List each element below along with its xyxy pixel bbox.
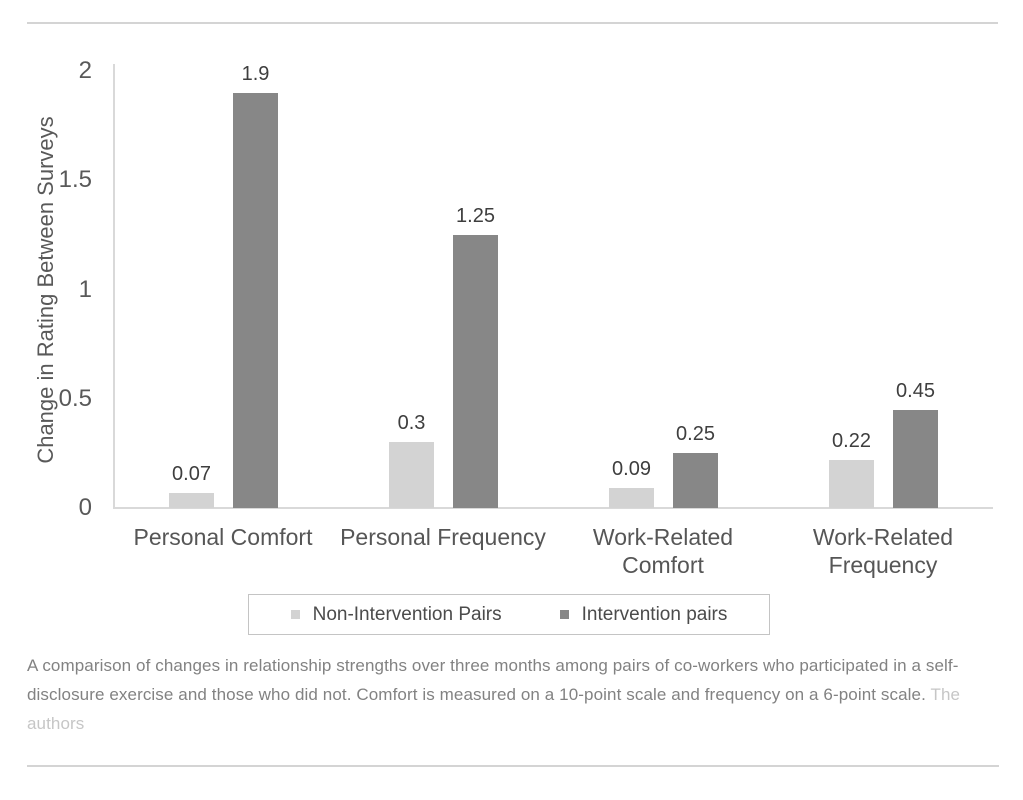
y-tick-label: 0 — [78, 494, 92, 521]
legend-label: Non-Intervention Pairs — [312, 603, 502, 625]
bar-intervention — [893, 409, 938, 508]
y-tick-label: 1 — [78, 275, 92, 303]
legend-item: Intervention pairs — [559, 603, 728, 626]
bar-intervention — [673, 453, 718, 508]
figure-caption: A comparison of changes in relationship … — [27, 651, 985, 738]
bar-intervention — [453, 234, 498, 508]
bar-value-label: 0.25 — [676, 423, 715, 446]
legend-marker-icon — [559, 610, 569, 619]
y-tick-label: 1.5 — [58, 166, 92, 194]
bar-value-label: 1.9 — [241, 62, 270, 85]
bar-intervention — [233, 92, 278, 508]
y-tick-label: 2 — [78, 57, 92, 84]
x-category-label: Work-Related Frequency — [812, 524, 954, 578]
caption-text: A comparison of changes in relationship … — [27, 656, 959, 704]
y-tick-label: 0.5 — [58, 384, 92, 412]
bottom-divider — [27, 765, 999, 767]
bar-value-label: 0.07 — [172, 462, 211, 485]
x-axis-line — [113, 507, 993, 509]
legend: Non-Intervention Pairs Intervention pairs — [248, 594, 770, 635]
top-divider — [27, 22, 998, 24]
bar-value-label: 0.3 — [397, 412, 426, 435]
bar-value-label: 0.09 — [612, 458, 651, 481]
x-category-label: Personal Frequency — [340, 524, 546, 550]
bar-non-intervention — [169, 492, 214, 508]
bar-non-intervention — [389, 442, 434, 508]
y-axis-line — [113, 64, 115, 508]
bar-value-label: 0.45 — [896, 379, 935, 402]
legend-marker-icon — [290, 610, 300, 619]
legend-item: Non-Intervention Pairs — [290, 603, 502, 626]
bar-non-intervention — [609, 488, 654, 508]
x-category-label: Personal Comfort — [133, 524, 313, 550]
caption-credit: The authors — [27, 685, 961, 733]
bar-chart: Change in Rating Between Surveys 0 0.5 1 1.… — [33, 57, 993, 635]
bar-value-label: 0.22 — [832, 429, 871, 452]
x-category-label: Work-Related Comfort — [592, 524, 734, 578]
legend-label: Intervention pairs — [581, 603, 728, 625]
bar-non-intervention — [829, 459, 874, 508]
bar-value-label: 1.25 — [456, 204, 495, 227]
